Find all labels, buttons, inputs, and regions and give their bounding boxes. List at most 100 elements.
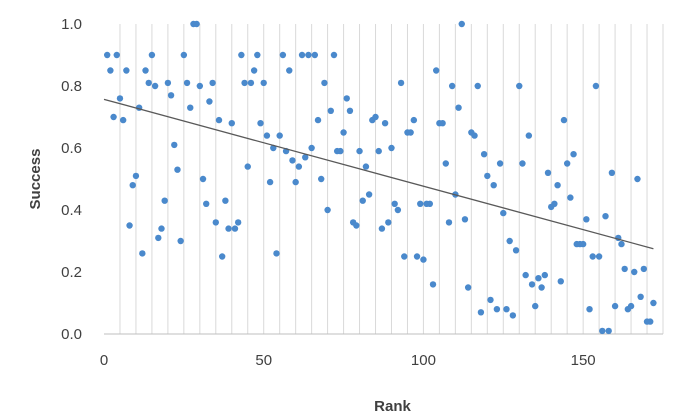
data-point [397, 79, 405, 87]
data-point [528, 281, 536, 288]
data-point [359, 197, 366, 204]
data-point [439, 120, 446, 127]
data-point [148, 51, 156, 59]
data-point [119, 116, 127, 124]
data-point [433, 67, 440, 74]
data-point [151, 82, 159, 90]
data-point [385, 219, 392, 226]
data-point [244, 163, 251, 170]
data-point [123, 67, 130, 74]
data-point [129, 182, 136, 189]
data-point [602, 213, 609, 220]
data-point [228, 120, 235, 127]
data-point [557, 278, 564, 285]
data-point [107, 67, 114, 74]
data-point [340, 129, 347, 136]
data-point [429, 281, 437, 288]
data-point [503, 306, 510, 313]
data-point [461, 216, 469, 223]
data-point [286, 67, 293, 74]
data-point [314, 116, 322, 124]
data-point [103, 51, 111, 59]
data-point [650, 299, 657, 307]
data-point [583, 216, 590, 223]
data-point [196, 82, 204, 90]
data-point [116, 95, 124, 102]
data-point [212, 219, 219, 226]
data-point [250, 67, 258, 74]
data-point [605, 327, 612, 335]
data-point [611, 302, 619, 310]
data-point [155, 234, 162, 242]
x-tick-label: 50 [255, 352, 272, 369]
data-point [401, 253, 408, 260]
data-point [525, 132, 533, 139]
data-point [509, 312, 517, 319]
data-point [132, 172, 140, 180]
data-point [586, 306, 593, 313]
vertical-gridlines [119, 24, 664, 334]
data-point [126, 222, 133, 229]
data-point [257, 120, 264, 127]
data-point [560, 116, 568, 124]
y-tick-label: 1.0 [61, 16, 82, 33]
y-tick-label: 0.6 [61, 140, 82, 157]
data-point [302, 154, 309, 161]
data-point [225, 225, 232, 232]
data-point [407, 129, 414, 136]
data-point [500, 209, 507, 217]
data-point [308, 144, 315, 152]
data-point [484, 172, 491, 180]
data-point [139, 250, 146, 257]
data-point [477, 309, 485, 316]
data-point [493, 306, 501, 313]
data-point [292, 178, 299, 186]
x-tick-label: 150 [571, 352, 596, 369]
data-point [595, 253, 603, 260]
data-point [298, 51, 306, 59]
data-point [391, 200, 398, 207]
data-point [231, 225, 239, 232]
data-point [480, 151, 488, 158]
data-point [318, 175, 325, 183]
data-point [538, 284, 545, 291]
data-point [458, 20, 465, 28]
data-point [506, 237, 513, 245]
data-point [183, 79, 191, 87]
data-point [164, 79, 172, 87]
data-point [570, 151, 577, 158]
data-point [203, 200, 210, 207]
data-point [330, 51, 338, 59]
data-point [206, 98, 213, 105]
y-axis-ticks: 0.0 0.2 0.4 0.6 0.8 1.0 [61, 16, 82, 343]
data-point [563, 160, 571, 167]
data-point [647, 318, 654, 325]
data-point [171, 141, 178, 149]
data-point [260, 79, 267, 87]
data-point [455, 104, 462, 111]
data-point [420, 256, 427, 263]
data-point [512, 247, 520, 254]
data-point [199, 175, 207, 183]
data-point [215, 116, 223, 124]
y-tick-label: 0.4 [61, 202, 82, 219]
data-point [634, 175, 641, 183]
data-point [608, 169, 616, 176]
data-point [289, 157, 296, 164]
data-point [464, 284, 472, 291]
data-point [324, 206, 331, 214]
data-point [276, 132, 283, 139]
data-point [372, 113, 379, 121]
y-tick-label: 0.2 [61, 264, 82, 281]
data-point [381, 120, 389, 127]
data-point [234, 219, 242, 226]
data-point [618, 240, 625, 248]
data-point [187, 104, 194, 111]
data-point [567, 194, 574, 201]
data-point [273, 250, 280, 257]
data-point [448, 82, 456, 90]
data-point [442, 160, 449, 167]
data-point [177, 237, 184, 245]
data-point [554, 182, 561, 189]
data-point [592, 82, 600, 90]
